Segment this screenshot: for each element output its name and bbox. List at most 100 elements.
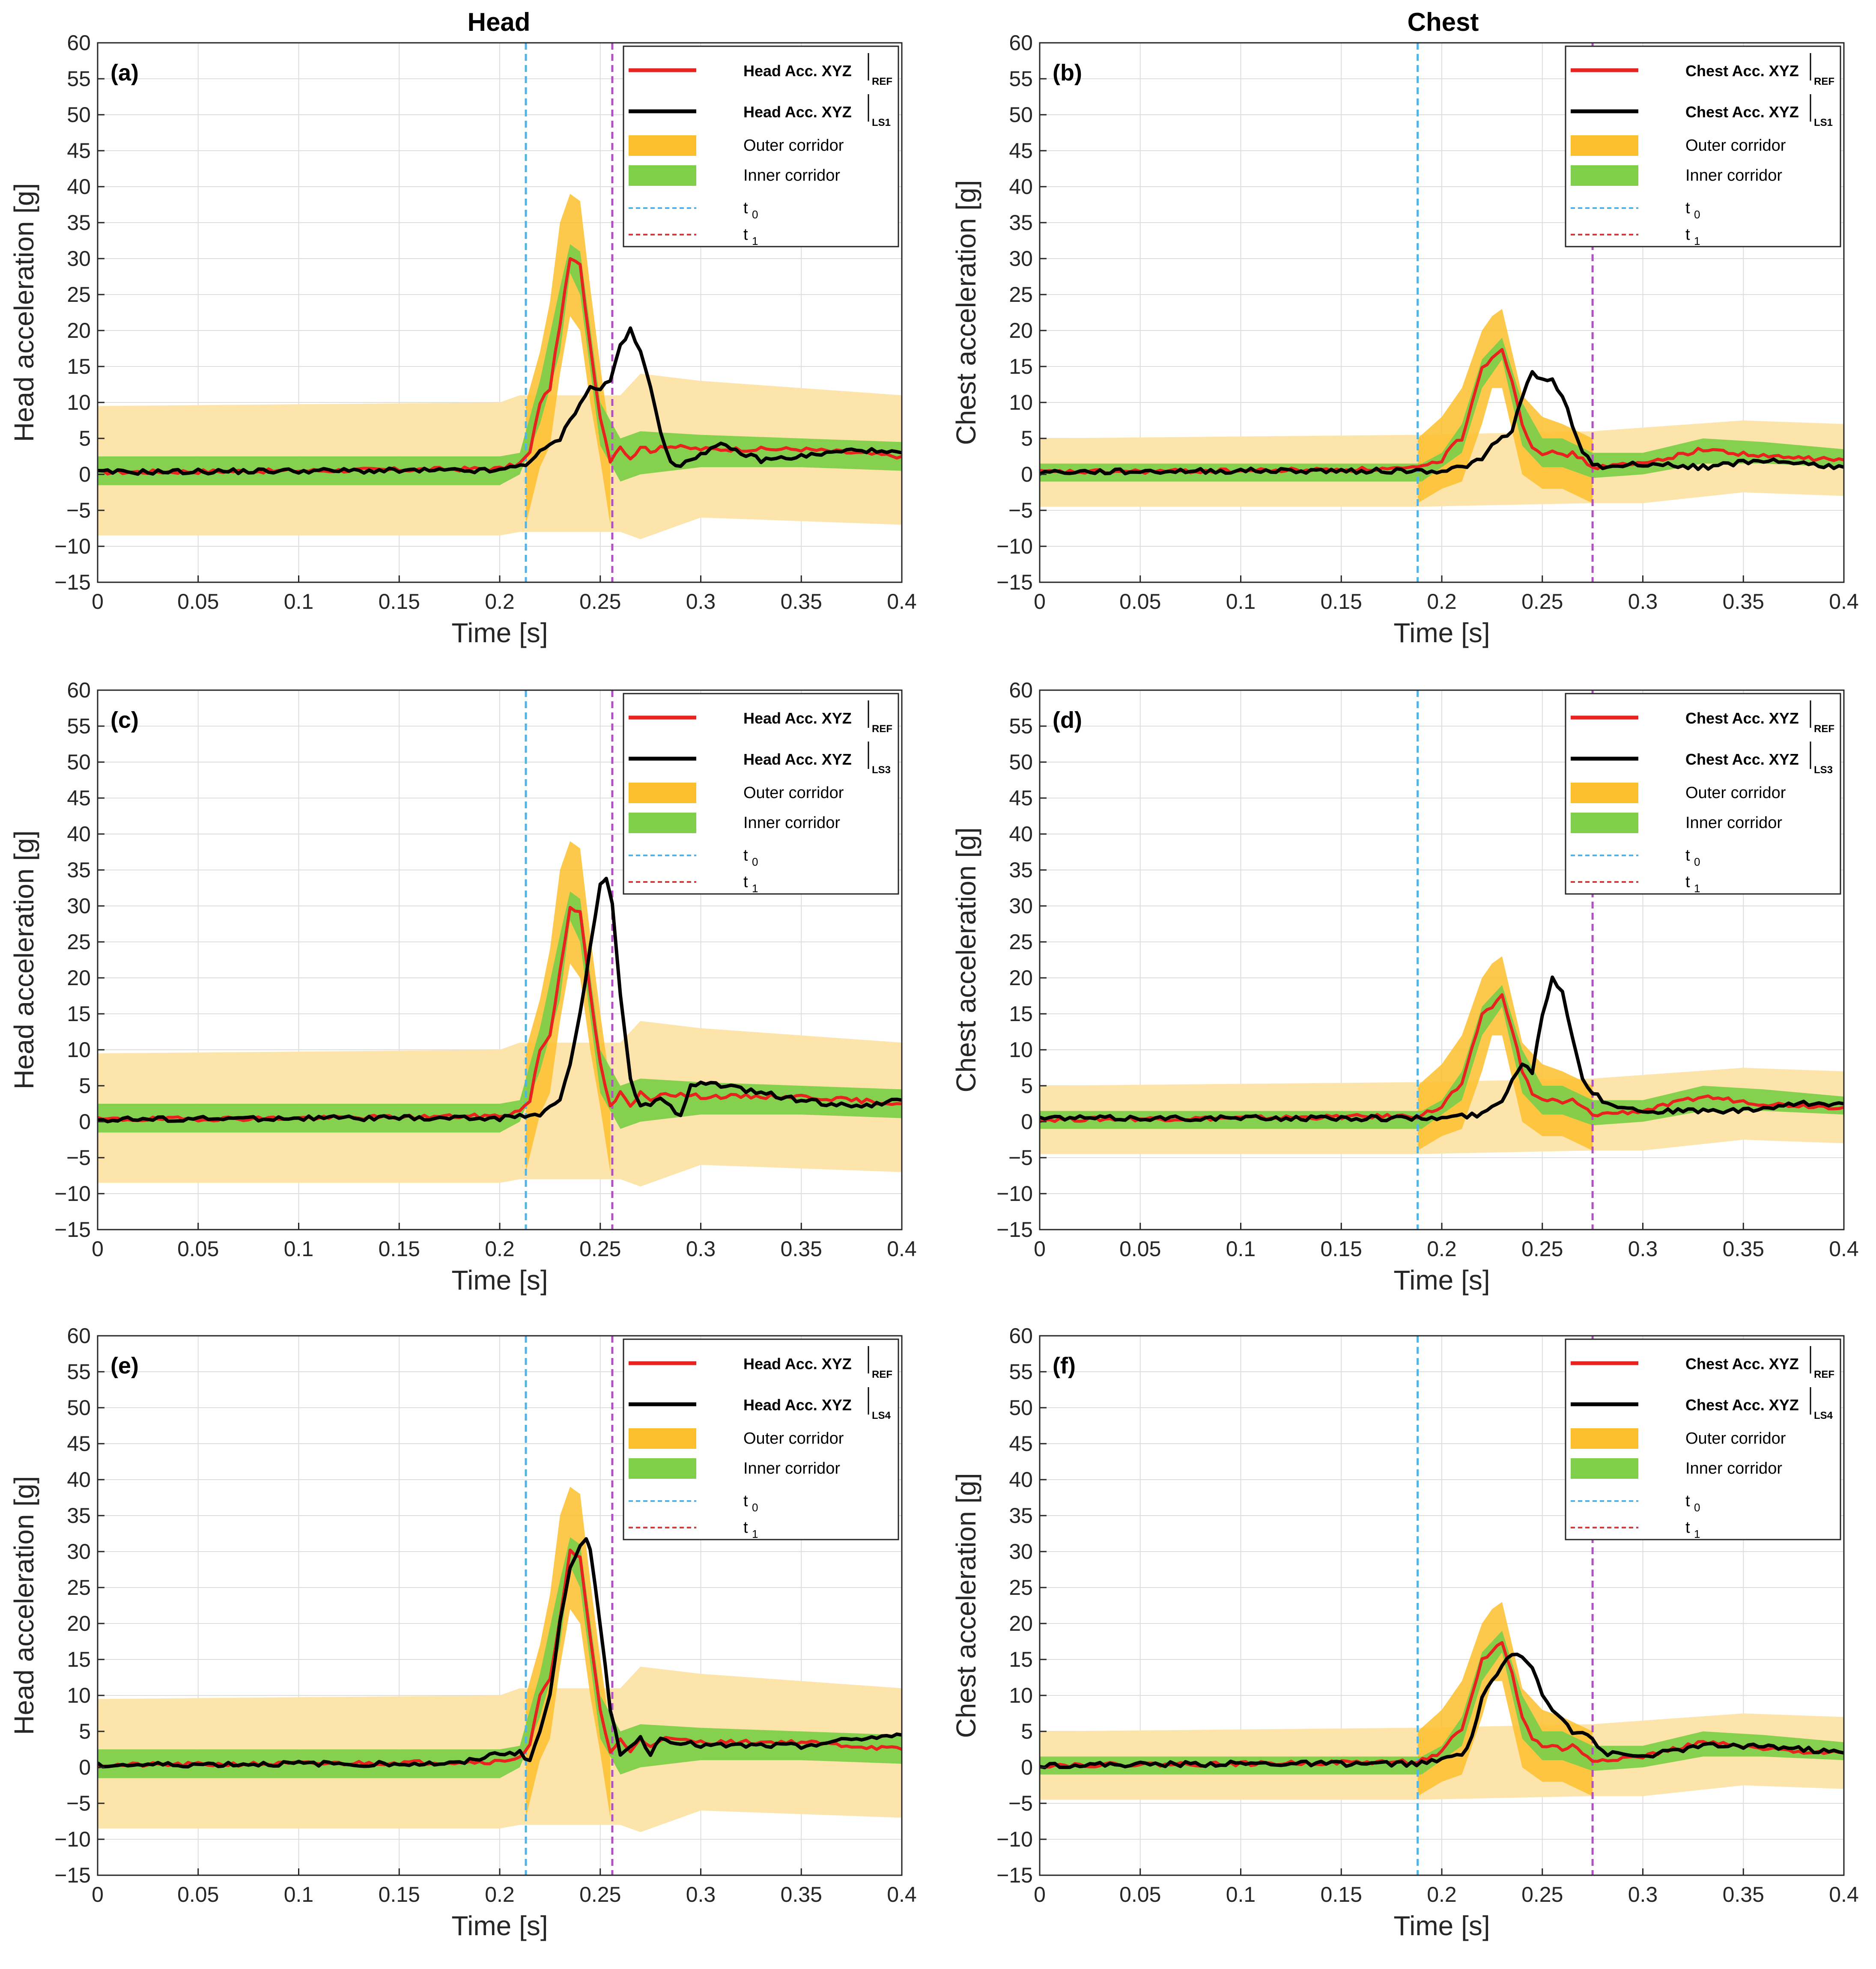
- legend-outer-swatch: [1571, 1428, 1638, 1449]
- legend-t1-subscript: 1: [1694, 882, 1700, 895]
- x-tick-label: 0.4: [1829, 590, 1859, 614]
- legend-test-label: Chest Acc. XYZ: [1685, 1396, 1799, 1414]
- x-tick-label: 0.15: [1321, 590, 1362, 614]
- legend-test-subscript: LS3: [1814, 764, 1833, 776]
- x-tick-label: 0.2: [485, 1883, 515, 1906]
- y-tick-label: 0: [79, 1110, 91, 1134]
- y-tick-label: −5: [1008, 1146, 1033, 1170]
- x-tick-label: 0.05: [177, 1883, 219, 1906]
- legend: Chest Acc. XYZ REF Chest Acc. XYZ LS3 Outer …: [1565, 693, 1841, 895]
- outer-corridor-core: [526, 194, 611, 525]
- panel-label: (e): [110, 1353, 139, 1379]
- legend-t1-label: t: [743, 1519, 748, 1537]
- y-tick-label: −15: [54, 1863, 91, 1887]
- legend-ref-subscript: REF: [1814, 723, 1834, 735]
- outer-corridor-core: [526, 841, 611, 1172]
- legend-t0-subscript: 0: [1694, 208, 1700, 221]
- y-tick-label: 25: [1009, 930, 1033, 954]
- y-tick-label: −5: [66, 1146, 91, 1170]
- y-tick-label: 55: [67, 67, 91, 91]
- x-tick-label: 0: [92, 1883, 104, 1906]
- inner-corridor: [98, 1537, 902, 1778]
- y-tick-label: 0: [1021, 1755, 1033, 1779]
- inner-corridor: [1040, 985, 1844, 1129]
- y-tick-label: 30: [67, 247, 91, 271]
- y-tick-label: −5: [66, 1791, 91, 1815]
- y-tick-label: 25: [1009, 283, 1033, 307]
- test-series-line: [98, 326, 902, 476]
- legend-test-label: Head Acc. XYZ: [743, 751, 852, 768]
- panel-label: (a): [110, 60, 139, 86]
- y-tick-label: 45: [67, 139, 91, 163]
- legend-outer-swatch: [629, 783, 696, 803]
- y-tick-label: −10: [996, 1827, 1033, 1851]
- x-tick-label: 0: [1034, 1883, 1046, 1906]
- x-axis-label: Time [s]: [1393, 1910, 1490, 1941]
- legend-t0-label: t: [1685, 846, 1690, 864]
- legend-ref-label: Head Acc. XYZ: [743, 709, 852, 727]
- y-tick-label: −10: [54, 1827, 91, 1851]
- y-tick-label: 50: [67, 1396, 91, 1420]
- y-tick-label: 5: [1021, 426, 1033, 450]
- legend-inner-label: Inner corridor: [1685, 814, 1782, 832]
- y-tick-label: 60: [1009, 1324, 1033, 1348]
- legend-t1-label: t: [743, 873, 748, 891]
- y-tick-label: −15: [996, 1218, 1033, 1242]
- legend-ref-subscript: REF: [1814, 1369, 1834, 1380]
- legend-t0-subscript: 0: [1694, 1501, 1700, 1514]
- legend-outer-label: Outer corridor: [743, 784, 844, 802]
- y-tick-label: 35: [67, 211, 91, 235]
- x-tick-label: 0.2: [485, 1237, 515, 1261]
- y-tick-label: 35: [67, 858, 91, 882]
- legend: Head Acc. XYZ REF Head Acc. XYZ LS1 Outer co…: [623, 45, 899, 247]
- y-tick-label: 50: [67, 103, 91, 127]
- x-tick-label: 0.25: [579, 1237, 621, 1261]
- y-tick-label: −15: [54, 570, 91, 594]
- x-tick-label: 0.3: [1628, 590, 1658, 614]
- x-tick-label: 0.1: [1226, 1237, 1256, 1261]
- y-tick-label: 15: [67, 1002, 91, 1026]
- y-tick-label: 25: [67, 930, 91, 954]
- test-series-line: [1040, 370, 1844, 476]
- ref-series-line: [1040, 993, 1844, 1123]
- x-tick-label: 0.35: [1723, 590, 1764, 614]
- inner-corridor: [1040, 1630, 1844, 1775]
- x-tick-label: 0.05: [177, 1237, 219, 1261]
- legend-outer-label: Outer corridor: [1685, 1430, 1786, 1448]
- y-axis-label: Chest acceleration [g]: [951, 1473, 981, 1738]
- x-tick-label: 0.05: [1119, 1237, 1161, 1261]
- plot-content: [98, 43, 902, 582]
- legend-ref-label: Chest Acc. XYZ: [1685, 709, 1799, 727]
- x-tick-label: 0.15: [1321, 1883, 1362, 1906]
- legend-test-label: Head Acc. XYZ: [743, 103, 852, 121]
- y-tick-label: 45: [1009, 786, 1033, 810]
- x-tick-label: 0: [1034, 1237, 1046, 1261]
- y-tick-label: −15: [54, 1218, 91, 1242]
- x-tick-label: 0.25: [579, 1883, 621, 1906]
- legend-outer-label: Outer corridor: [743, 137, 844, 155]
- y-tick-label: 5: [79, 1074, 91, 1098]
- x-tick-label: 0.2: [1427, 1883, 1457, 1906]
- y-tick-label: 5: [79, 1719, 91, 1743]
- y-tick-label: 40: [67, 822, 91, 846]
- x-tick-label: 0.1: [284, 1883, 314, 1906]
- y-tick-label: 30: [67, 894, 91, 918]
- y-tick-label: 55: [1009, 1360, 1033, 1384]
- legend-outer-label: Outer corridor: [1685, 784, 1786, 802]
- x-tick-label: 0.35: [1723, 1237, 1764, 1261]
- y-tick-label: 55: [67, 1360, 91, 1384]
- x-tick-label: 0.25: [1521, 1883, 1563, 1906]
- legend-t1-subscript: 1: [1694, 1528, 1700, 1540]
- legend-t0-subscript: 0: [752, 855, 758, 868]
- legend-inner-label: Inner corridor: [743, 1460, 840, 1477]
- legend-test-label: Chest Acc. XYZ: [1685, 751, 1799, 768]
- x-tick-label: 0.3: [686, 1883, 716, 1906]
- plot-content: [1040, 43, 1844, 582]
- y-tick-label: 40: [1009, 175, 1033, 199]
- y-tick-label: 15: [1009, 1647, 1033, 1671]
- panel-label: (f): [1053, 1353, 1076, 1379]
- x-tick-label: 0: [92, 1237, 104, 1261]
- legend-t1-subscript: 1: [752, 1528, 758, 1540]
- y-tick-label: 35: [1009, 858, 1033, 882]
- y-tick-label: 0: [79, 462, 91, 486]
